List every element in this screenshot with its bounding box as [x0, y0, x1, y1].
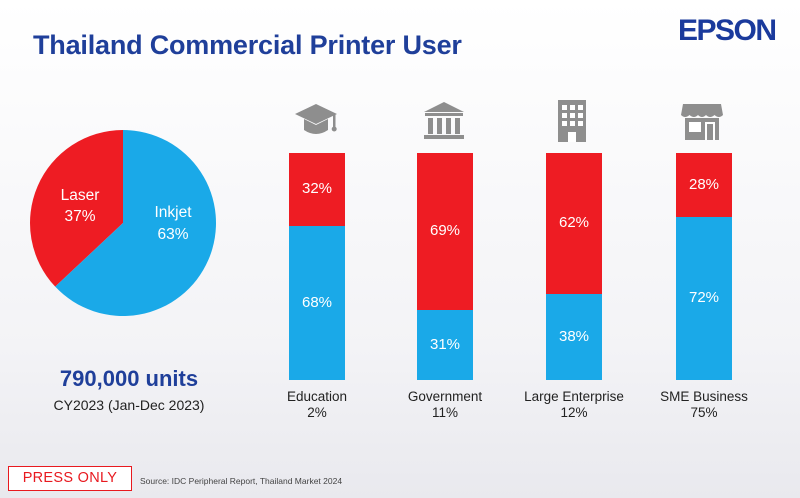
- bar-label-laser: 32%: [301, 180, 333, 198]
- bar-segment-laser: [676, 153, 732, 217]
- pie-label-laser-name: Laser: [61, 187, 100, 204]
- category-name: Government: [407, 389, 483, 404]
- category-share: 2%: [307, 405, 327, 420]
- total-units: 790,000 units: [59, 366, 199, 391]
- bar-label-laser: 69%: [429, 222, 461, 240]
- category-education: Education 2%: [242, 389, 392, 421]
- category-government: Government 11%: [370, 389, 520, 421]
- category-large-enterprise: Large Enterprise 12%: [499, 389, 649, 421]
- bar-sme-business: 72% 28%: [676, 153, 732, 380]
- epson-logo: EPSON: [678, 14, 777, 47]
- government-building-icon: [424, 102, 464, 139]
- bar-segment-laser: [417, 153, 473, 310]
- pie-label-laser-value: 37%: [64, 208, 95, 225]
- bar-education: 68% 32%: [289, 153, 345, 380]
- category-name: Education: [286, 389, 348, 404]
- category-name: Large Enterprise: [524, 389, 624, 404]
- period-label: CY2023 (Jan-Dec 2023): [53, 397, 205, 413]
- bar-segment-inkjet: [289, 225, 345, 380]
- office-building-icon: [558, 100, 586, 142]
- pie-chart: Laser 37% Inkjet 63%: [28, 128, 218, 318]
- bar-segment-laser: [289, 153, 345, 226]
- category-share: 75%: [690, 405, 718, 420]
- bar-government: 31% 69%: [417, 153, 473, 380]
- bar-label-inkjet: 72%: [688, 289, 720, 307]
- bar-large-enterprise: 38% 62%: [546, 153, 602, 380]
- bar-segment-laser: [546, 153, 602, 294]
- pie-slice-inkjet: [55, 130, 216, 316]
- bar-label-laser: 62%: [558, 214, 590, 232]
- bar-label-laser: 28%: [688, 175, 720, 193]
- pie-label-inkjet-name: Inkjet: [154, 204, 192, 221]
- pie-chart-svg: Laser 37% Inkjet 63%: [29, 130, 216, 316]
- category-sme-business: SME Business 75%: [629, 389, 779, 421]
- storefront-icon: [681, 104, 723, 140]
- bar-label-inkjet: 31%: [429, 335, 461, 353]
- category-name: SME Business: [660, 389, 748, 404]
- bar-segment-inkjet: [417, 309, 473, 380]
- category-share: 12%: [560, 405, 588, 420]
- bar-segment-inkjet: [546, 293, 602, 380]
- page-title: Thailand Commercial Printer User: [33, 30, 462, 60]
- graduation-cap-icon: [295, 104, 337, 134]
- pie-label-inkjet-value: 63%: [157, 226, 188, 243]
- bar-label-inkjet: 68%: [301, 293, 333, 311]
- pie-slice-laser: [29, 130, 123, 287]
- bar-segment-inkjet: [676, 216, 732, 380]
- bar-label-inkjet: 38%: [558, 327, 590, 345]
- category-share: 11%: [431, 405, 459, 420]
- press-only-badge: PRESS ONLY: [8, 466, 132, 491]
- source-note: Source: IDC Peripheral Report, Thailand …: [140, 476, 343, 486]
